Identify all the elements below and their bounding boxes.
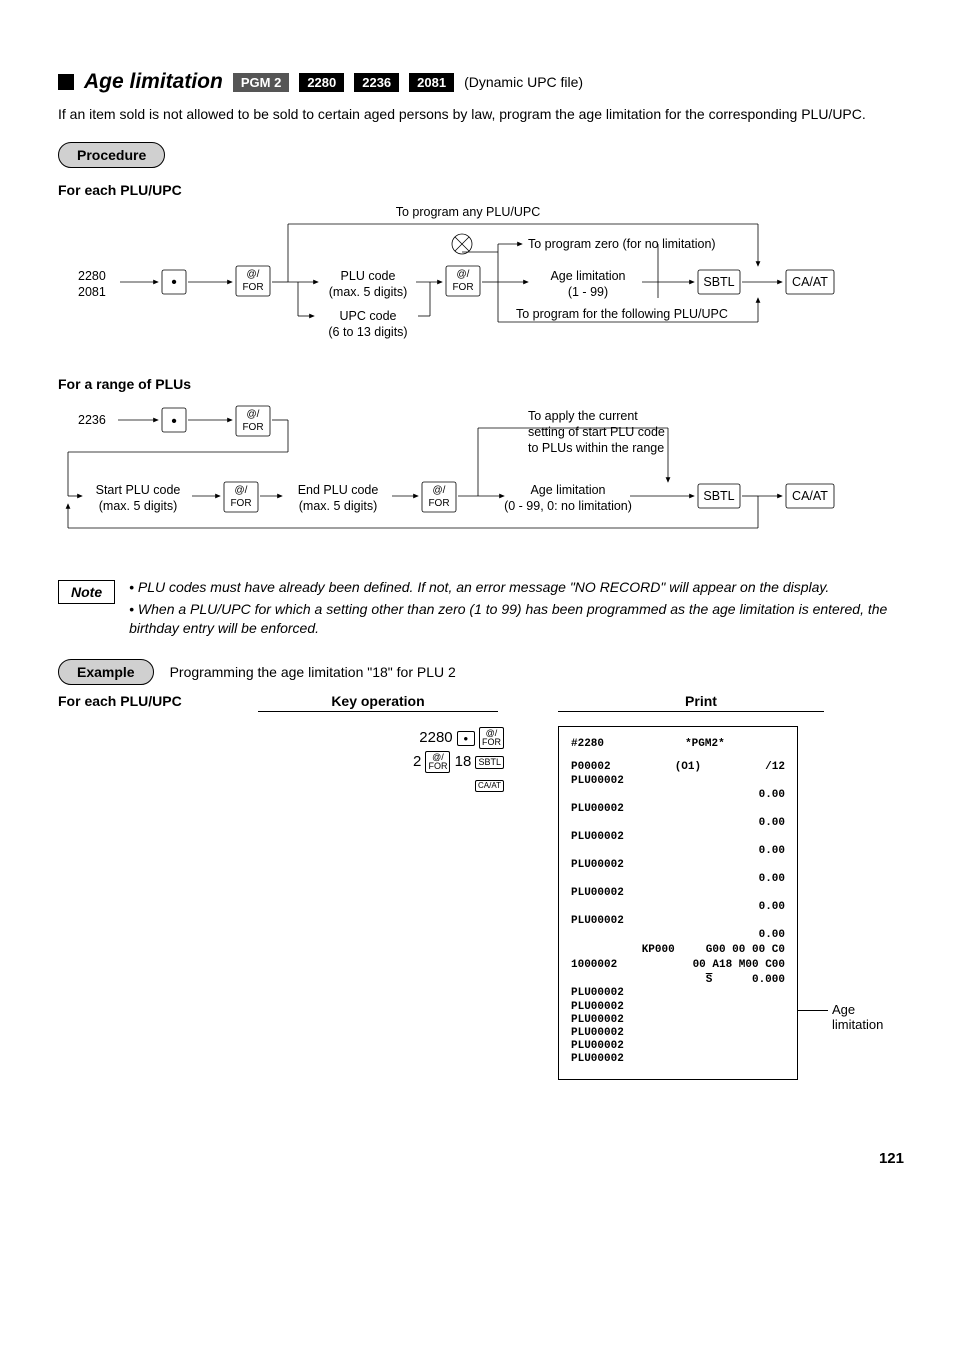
- print-header: Print: [498, 693, 904, 709]
- svg-text:FOR: FOR: [452, 282, 473, 293]
- svg-text:Age limitation: Age limitation: [550, 269, 625, 283]
- svg-text:SBTL: SBTL: [703, 489, 734, 503]
- example-body: 2280 • @/FOR 2 @/FOR 18 SBTL CA/AT #2280…: [58, 726, 904, 1080]
- svg-text:(1 - 99): (1 - 99): [568, 285, 608, 299]
- svg-text:(max. 5 digits): (max. 5 digits): [299, 499, 378, 513]
- svg-text:2236: 2236: [78, 413, 106, 427]
- procedure-pill: Procedure: [58, 142, 165, 168]
- svg-text:Age limitation: Age limitation: [530, 483, 605, 497]
- key-for-2: @/FOR: [425, 751, 450, 773]
- svg-text:To program for the following P: To program for the following PLU/UPC: [516, 307, 728, 321]
- callout-label: Age limitation: [832, 1002, 904, 1032]
- keyop-18: 18: [455, 753, 472, 770]
- svg-text:SBTL: SBTL: [703, 275, 734, 289]
- svg-text:@/: @/: [247, 269, 260, 280]
- for-range-title: For a range of PLUs: [58, 376, 904, 392]
- svg-text:•: •: [171, 413, 177, 430]
- callout-line: [798, 1010, 828, 1011]
- badge-2236: 2236: [354, 73, 399, 92]
- key-sbtl: SBTL: [475, 756, 504, 769]
- svg-text:To apply the current: To apply the current: [528, 409, 638, 423]
- svg-text:@/: @/: [247, 409, 260, 420]
- svg-text:@/: @/: [433, 485, 446, 496]
- section-title: Age limitation: [84, 70, 223, 94]
- badge-2081: 2081: [409, 73, 454, 92]
- svg-text:setting of start PLU code: setting of start PLU code: [528, 425, 665, 439]
- svg-text:(0 - 99, 0: no limitation): (0 - 99, 0: no limitation): [504, 499, 632, 513]
- svg-text:•: •: [171, 274, 177, 291]
- diagram-for-each-plu: To program any PLU/UPC To program zero (…: [58, 204, 904, 354]
- note-label: Note: [58, 580, 115, 604]
- svg-text:FOR: FOR: [230, 498, 251, 509]
- note-block: Note • PLU codes must have already been …: [58, 578, 904, 641]
- badge-2280: 2280: [299, 73, 344, 92]
- page-number: 121: [58, 1150, 904, 1167]
- print-column: #2280 *PGM2* P00002(O1)/12 PLU00002 0.00…: [518, 726, 904, 1080]
- svg-text:@/: @/: [457, 269, 470, 280]
- for-each-plu-title: For each PLU/UPC: [58, 182, 904, 198]
- section-heading: Age limitation PGM 2 2280 2236 2081 (Dyn…: [58, 70, 904, 94]
- bullet-square: [58, 74, 74, 90]
- svg-text:CA/AT: CA/AT: [792, 489, 828, 503]
- key-caat: CA/AT: [475, 780, 504, 792]
- svg-text:FOR: FOR: [242, 282, 263, 293]
- svg-text:End PLU code: End PLU code: [298, 483, 379, 497]
- keyop-2280: 2280: [419, 729, 452, 746]
- svg-text:Start PLU code: Start PLU code: [96, 483, 181, 497]
- svg-text:To program any PLU/UPC: To program any PLU/UPC: [396, 205, 541, 219]
- example-desc: Programming the age limitation "18" for …: [170, 664, 456, 680]
- diagram-for-range: 2236 • @/ FOR Start PLU code (max. 5 dig…: [58, 398, 904, 548]
- svg-text:To program zero (for no limita: To program zero (for no limitation): [528, 237, 716, 251]
- svg-text:(max. 5 digits): (max. 5 digits): [99, 499, 178, 513]
- example-pill: Example: [58, 659, 154, 685]
- svg-text:UPC code: UPC code: [340, 309, 397, 323]
- key-operation-header: Key operation: [258, 693, 498, 709]
- svg-text:@/: @/: [235, 485, 248, 496]
- dynamic-upc-label: (Dynamic UPC file): [464, 74, 583, 90]
- svg-text:2280: 2280: [78, 269, 106, 283]
- svg-text:CA/AT: CA/AT: [792, 275, 828, 289]
- svg-text:(6 to 13 digits): (6 to 13 digits): [328, 325, 407, 339]
- svg-text:2081: 2081: [78, 285, 106, 299]
- note-bullet-2: • When a PLU/UPC for which a setting oth…: [129, 600, 904, 639]
- key-dot: •: [457, 731, 475, 746]
- svg-text:(max. 5 digits): (max. 5 digits): [329, 285, 408, 299]
- badge-pgm2: PGM 2: [233, 73, 289, 92]
- key-for-1: @/FOR: [479, 727, 504, 749]
- svg-text:PLU code: PLU code: [341, 269, 396, 283]
- example-sub: For each PLU/UPC: [58, 693, 258, 709]
- svg-text:FOR: FOR: [242, 422, 263, 433]
- receipt: #2280 *PGM2* P00002(O1)/12 PLU00002 0.00…: [558, 726, 798, 1080]
- intro-text: If an item sold is not allowed to be sol…: [58, 104, 904, 124]
- keyop-2: 2: [413, 753, 421, 770]
- svg-text:FOR: FOR: [428, 498, 449, 509]
- note-text: • PLU codes must have already been defin…: [129, 578, 904, 641]
- example-header: Example Programming the age limitation "…: [58, 659, 904, 685]
- key-operation-column: 2280 • @/FOR 2 @/FOR 18 SBTL CA/AT: [258, 726, 518, 1080]
- header-rules: [58, 711, 904, 712]
- note-bullet-1: • PLU codes must have already been defin…: [129, 578, 904, 598]
- example-column-headers: For each PLU/UPC Key operation Print: [58, 693, 904, 709]
- svg-text:to PLUs within the range: to PLUs within the range: [528, 441, 664, 455]
